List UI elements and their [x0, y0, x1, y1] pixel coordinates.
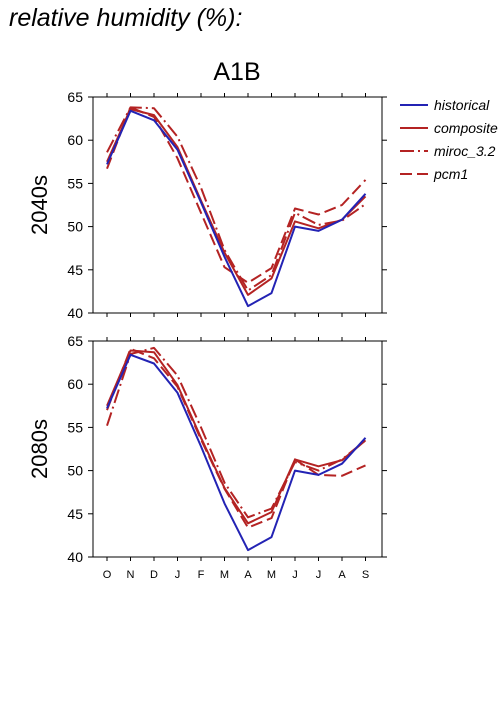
series-line-historical [106, 109, 367, 308]
series-line-historical [106, 353, 367, 552]
legend-label: miroc_3.2 [434, 143, 496, 159]
x-tick-label: J [316, 569, 322, 581]
series-line-pcm1 [106, 106, 367, 284]
y-tick-label: 55 [67, 175, 83, 191]
panel-label: 2040s [27, 175, 52, 235]
page-title: relative humidity (%): [9, 4, 243, 32]
y-tick-label: 45 [67, 506, 83, 522]
series-line-miroc-3-2 [106, 106, 367, 292]
plot-frame [92, 96, 383, 314]
y-tick-label: 60 [67, 376, 83, 392]
x-tick-label: O [103, 569, 112, 581]
x-tick-label: D [150, 569, 158, 581]
panel-2040s: 40 45 50 55 60 65 2040s [27, 89, 387, 321]
x-tick-label: M [220, 569, 229, 581]
legend-label: composite [434, 120, 498, 136]
y-tick-label: 40 [67, 549, 83, 565]
x-tick-label: M [267, 569, 276, 581]
y-tick-label: 65 [67, 333, 83, 349]
y-tick-label: 45 [67, 262, 83, 278]
panel-2080s: 40 45 50 55 60 65 O N D J F M A M J J A S 2080s [27, 333, 387, 581]
panel-label: 2080s [27, 419, 52, 479]
y-tick-label: 50 [67, 463, 83, 479]
legend-item: historical [400, 97, 490, 113]
y-tick-label: 50 [67, 219, 83, 235]
series-line-miroc-3-2 [106, 346, 367, 519]
legend-label: historical [434, 97, 490, 113]
legend-label: pcm1 [433, 166, 468, 182]
y-tick-label: 65 [67, 89, 83, 105]
plot-frame [92, 340, 383, 558]
legend-item: composite [400, 120, 498, 136]
y-tick-label: 60 [67, 132, 83, 148]
y-tick-label: 40 [67, 305, 83, 321]
series-line-pcm1 [106, 347, 366, 529]
legend-item: miroc_3.2 [400, 143, 496, 159]
x-tick-label: F [198, 569, 205, 581]
chart-title: A1B [213, 58, 260, 86]
y-tick-label: 55 [67, 419, 83, 435]
panels-layer: 40 45 50 55 60 65 2040s 40 45 50 55 60 65 O N D J F M A M J J A… [27, 89, 387, 581]
x-tick-label: A [244, 569, 252, 581]
x-tick-label: J [175, 569, 181, 581]
series-line-composite [106, 108, 367, 296]
x-tick-label: J [292, 569, 298, 581]
x-tick-label: N [127, 569, 135, 581]
legend: historical composite miroc_3.2 pcm1 [400, 97, 498, 182]
x-tick-label: A [338, 569, 346, 581]
legend-item: pcm1 [400, 166, 468, 182]
series-line-composite [106, 349, 367, 525]
x-tick-label: S [362, 569, 369, 581]
